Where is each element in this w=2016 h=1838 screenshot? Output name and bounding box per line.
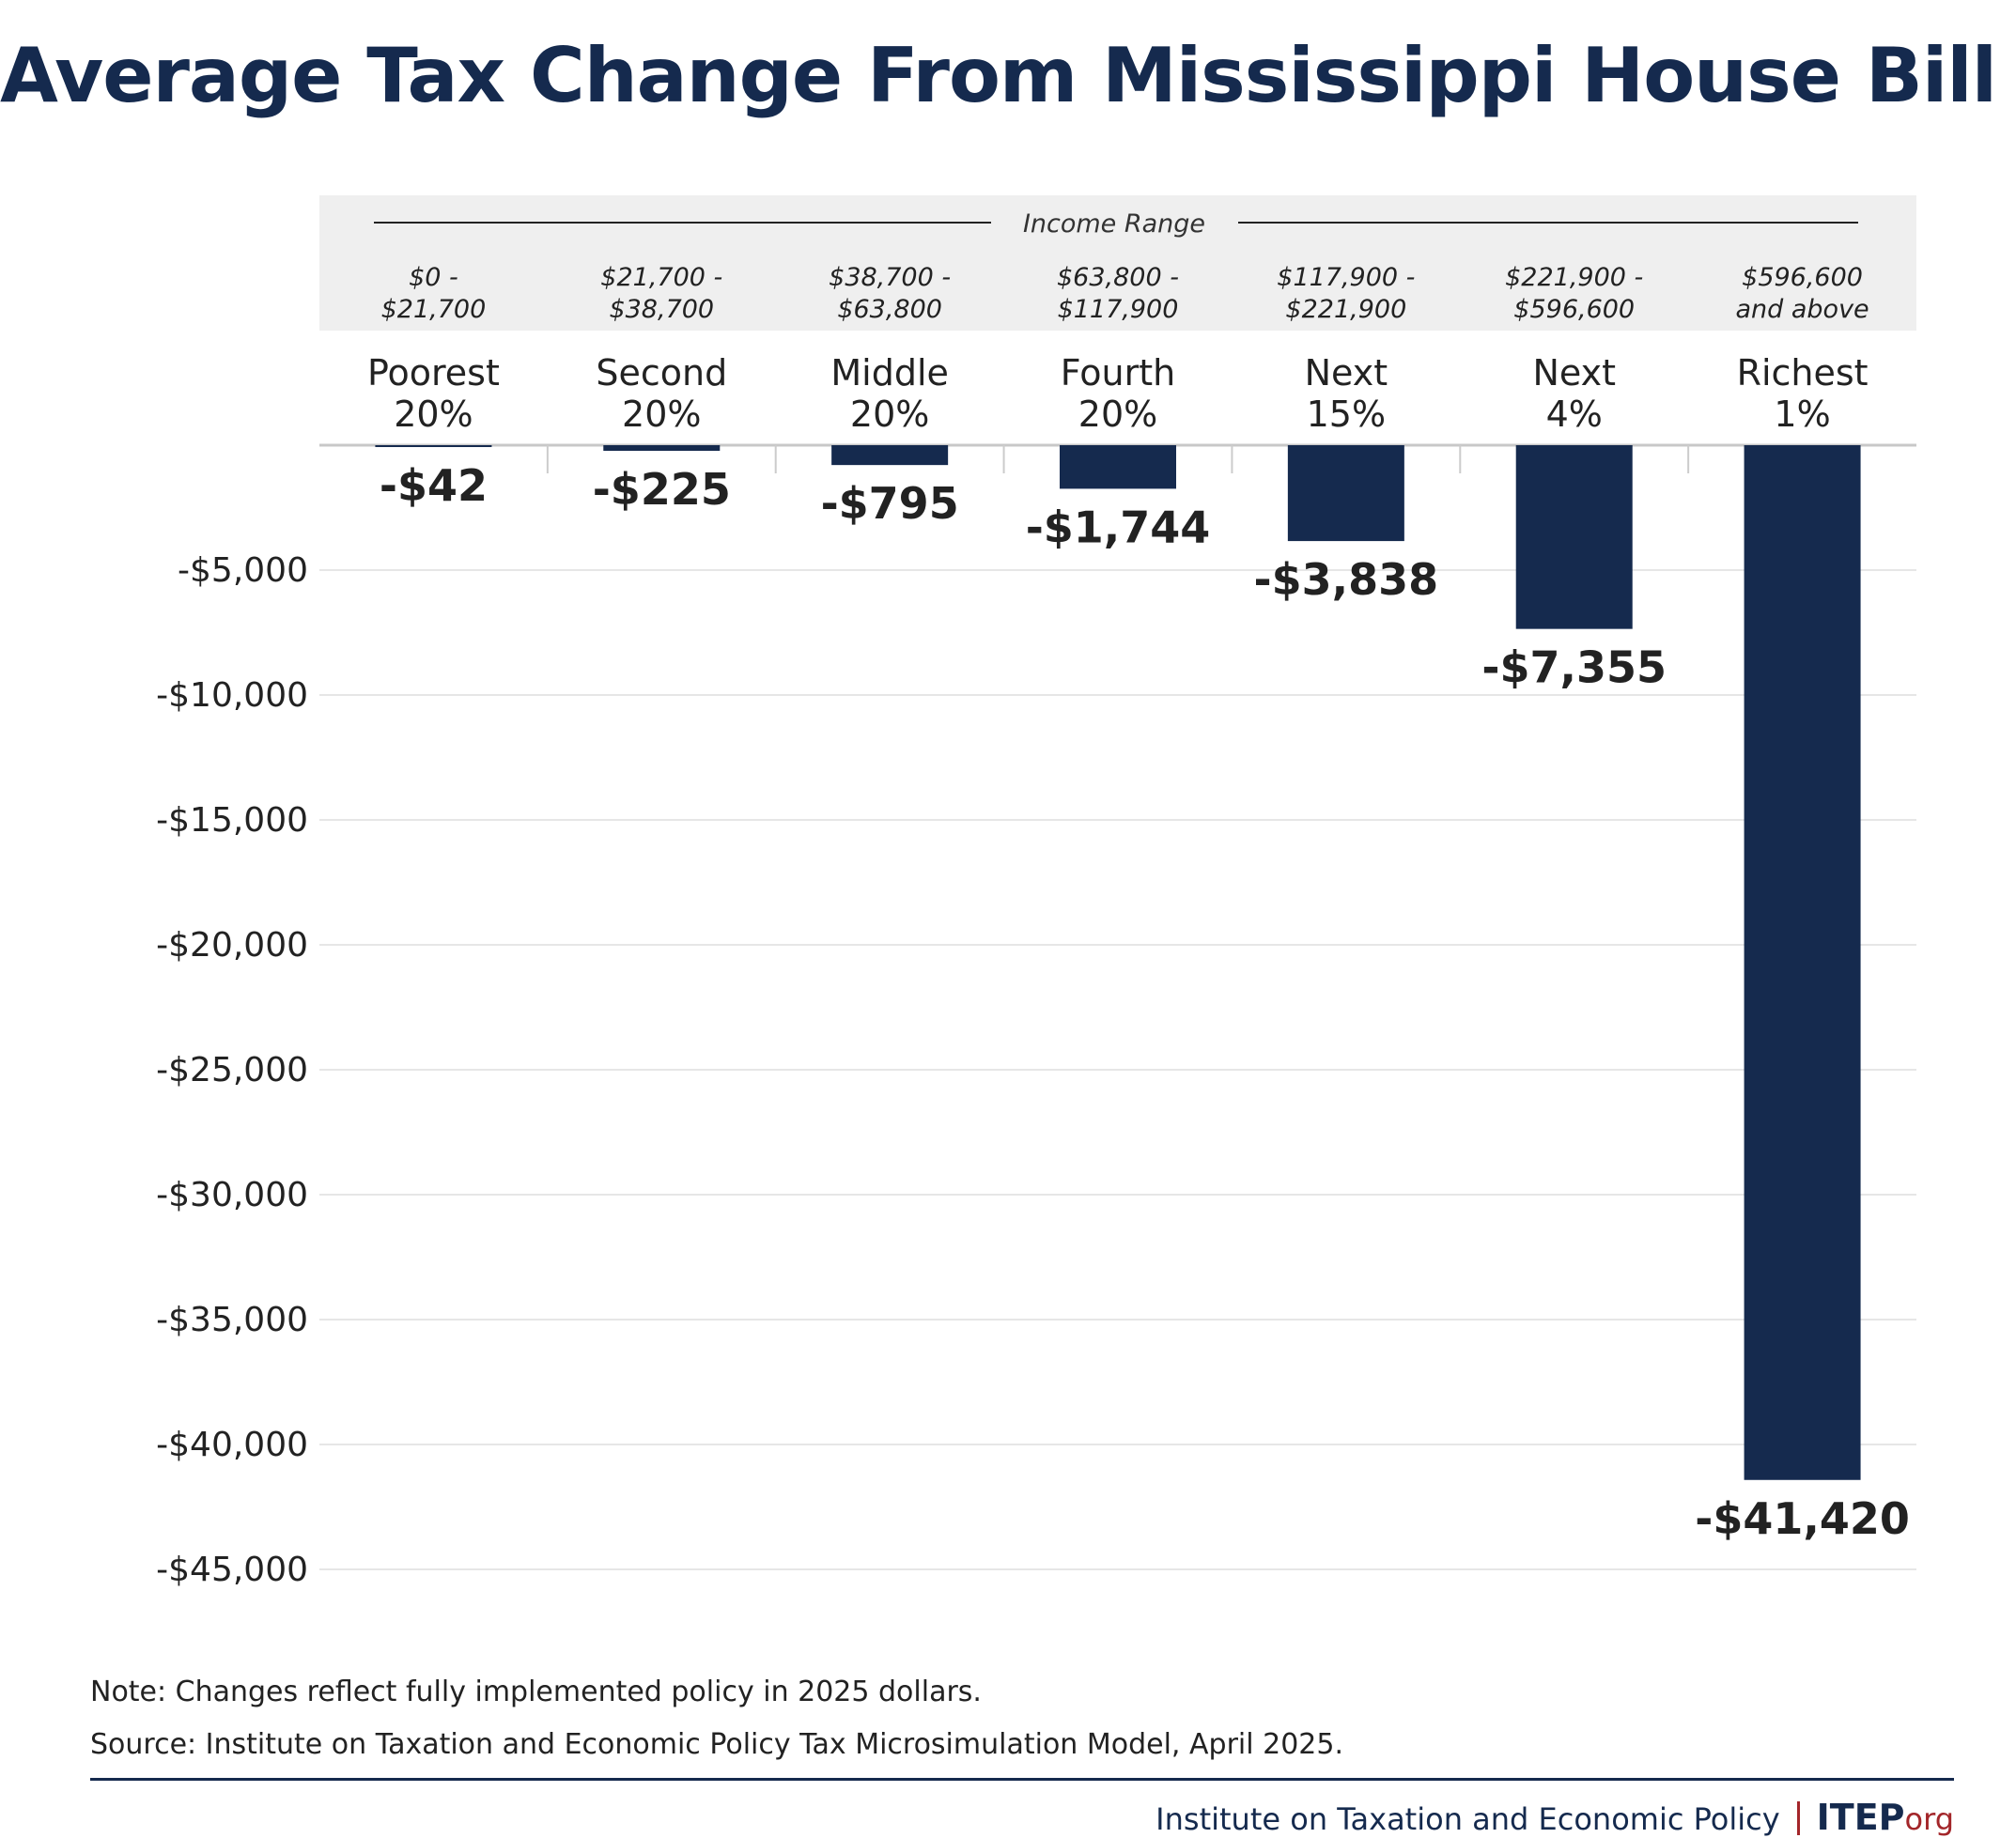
bar — [375, 445, 492, 447]
data-label: -$795 — [821, 478, 959, 529]
income-range-value: $63,800 -$117,900 — [1057, 263, 1179, 324]
bar — [1515, 445, 1633, 629]
y-tick-label: -$20,000 — [156, 926, 308, 965]
chart-note: Note: Changes reflect fully implemented … — [90, 1676, 982, 1708]
y-tick-label: -$5,000 — [178, 551, 308, 590]
data-label: -$41,420 — [1695, 1493, 1910, 1544]
income-range-label: Income Range — [1023, 209, 1205, 239]
y-tick-label: -$15,000 — [156, 801, 308, 840]
bar — [603, 445, 721, 451]
category-label: Middle 20% — [830, 352, 949, 435]
chart-source: Source: Institute on Taxation and Econom… — [90, 1728, 1343, 1761]
income-range-value: $0 -$21,700 — [381, 263, 487, 324]
income-range-value: $596,600 and above — [1735, 263, 1869, 324]
category-label: Poorest 20% — [367, 352, 500, 435]
income-range-value: $221,900 -$596,600 — [1505, 263, 1643, 324]
y-tick-label: -$30,000 — [156, 1176, 308, 1214]
income-range-band — [319, 195, 1916, 331]
y-tick-label: -$35,000 — [156, 1301, 308, 1339]
itep-logo: ITEP — [1816, 1797, 1905, 1838]
footer-divider — [90, 1778, 1954, 1781]
y-tick-label: -$45,000 — [156, 1551, 308, 1589]
category-label: Second 20% — [596, 352, 727, 435]
bar — [1744, 445, 1861, 1480]
income-range-value: $21,700 -$38,700 — [600, 263, 722, 324]
y-tick-label: -$40,000 — [156, 1426, 308, 1464]
bar — [1287, 445, 1404, 542]
chart-title: Average Tax Change From Mississippi Hous… — [0, 32, 2016, 119]
y-tick-label: -$10,000 — [156, 676, 308, 715]
data-label: -$3,838 — [1254, 554, 1439, 605]
bar — [831, 445, 949, 466]
data-label: -$42 — [380, 460, 488, 511]
y-tick-label: -$25,000 — [156, 1051, 308, 1089]
footer-separator — [1796, 1801, 1800, 1835]
category-label: Richest 1% — [1737, 352, 1869, 435]
income-range-value: $38,700 -$63,800 — [829, 263, 951, 324]
income-range-value: $117,900 -$221,900 — [1277, 263, 1415, 324]
itep-logo-suffix: org — [1904, 1801, 1954, 1837]
category-label: Next 4% — [1532, 352, 1616, 435]
category-label: Fourth 20% — [1061, 352, 1175, 435]
category-label: Next 15% — [1305, 352, 1388, 435]
footer-org-name: Institute on Taxation and Economic Polic… — [1155, 1801, 1780, 1837]
data-label: -$225 — [593, 464, 731, 515]
footer: Institute on Taxation and Economic Polic… — [1155, 1796, 1954, 1838]
data-label: -$1,744 — [1026, 502, 1211, 552]
data-label: -$7,355 — [1481, 642, 1667, 693]
bar — [1060, 445, 1176, 489]
